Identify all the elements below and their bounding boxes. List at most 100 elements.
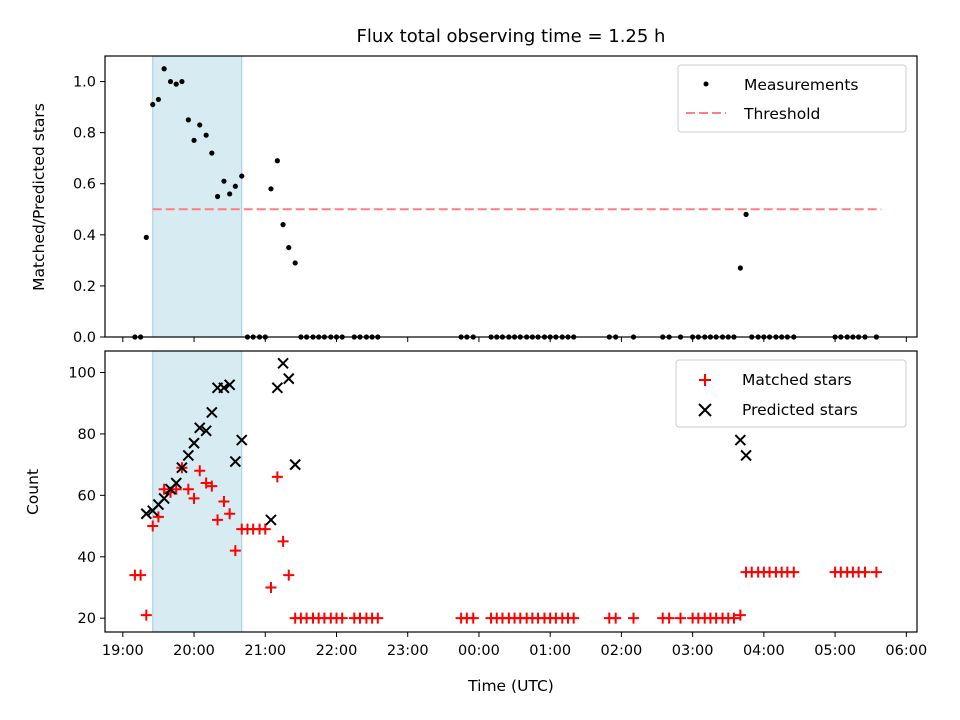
bottom-panel: 20 40 60 80 100 19:00 20:00 21:00 22:00 23:00 00:… <box>24 350 927 695</box>
bottom-y-axis-label: Count <box>24 469 42 515</box>
top-x-axis-ticks <box>122 337 907 342</box>
measurements-point <box>203 132 209 138</box>
matched-stars-point <box>467 612 479 624</box>
predicted-stars-point <box>740 449 752 462</box>
count-series <box>129 357 882 624</box>
x-tick-label: 22:00 <box>316 643 358 659</box>
predicted-stars-point <box>218 382 230 394</box>
legend-measurements-label: Measurements <box>744 76 859 94</box>
legend-predicted-marker <box>698 403 712 417</box>
measurements-point <box>155 96 162 103</box>
measurements-point <box>239 173 245 179</box>
matched-stars-point <box>675 612 687 624</box>
measurements-point <box>143 234 149 240</box>
measurements-point <box>161 66 167 72</box>
matched-stars-point <box>372 612 384 624</box>
top-legend-box <box>677 64 907 133</box>
x-tick-label: 00:00 <box>458 643 500 659</box>
predicted-stars-point <box>194 422 206 434</box>
legend-predicted-label: Predicted stars <box>742 401 858 419</box>
predicted-stars-point <box>158 492 170 505</box>
matched-stars-point <box>728 612 740 624</box>
y-tick-label: 1.0 <box>73 75 96 91</box>
bottom-plot-frame <box>104 350 918 633</box>
predicted-stars-point <box>170 477 182 489</box>
x-tick-label: 01:00 <box>529 643 571 659</box>
x-tick-label: 05:00 <box>814 643 856 659</box>
predicted-stars-point <box>236 434 248 446</box>
bottom-y-axis-ticks: 20 40 60 80 100 <box>68 365 105 627</box>
top-y-axis-label: Matched/Predicted stars <box>30 103 48 291</box>
x-tick-label: 21:00 <box>244 643 286 659</box>
bottom-legend-box <box>675 359 907 428</box>
y-tick-label: 0.2 <box>73 279 96 295</box>
y-tick-label: 0.0 <box>73 330 96 346</box>
matched-stars-point <box>336 612 348 624</box>
y-tick-label: 0.8 <box>73 126 96 142</box>
measurements-point <box>185 117 191 123</box>
predicted-stars-point <box>200 425 212 437</box>
bottom-x-axis-ticks: 19:00 20:00 21:00 22:00 23:00 00:00 01:00 02:00… <box>102 632 927 659</box>
matched-stars-point <box>182 483 194 495</box>
top-plot-frame <box>104 55 918 338</box>
measurements-point <box>286 244 292 251</box>
matched-stars-point <box>224 508 236 520</box>
top-legend: Measurements Threshold <box>677 64 907 133</box>
y-tick-label: 20 <box>78 611 96 627</box>
predicted-stars-point <box>283 372 295 385</box>
measurements-point <box>191 137 197 143</box>
measurements-point <box>274 158 280 164</box>
matched-stars-point <box>283 569 295 581</box>
measurements-point <box>743 211 749 217</box>
matched-stars-point <box>135 569 147 581</box>
predicted-stars-point <box>734 434 747 446</box>
legend-threshold-label: Threshold <box>743 105 820 123</box>
x-axis-label: Time (UTC) <box>467 677 554 695</box>
measurements-point <box>214 193 221 200</box>
top-y-axis-ticks: 0.0 0.2 0.4 0.6 0.8 1.0 <box>73 75 105 346</box>
matched-stars-point <box>568 612 580 624</box>
predicted-stars-point <box>289 458 301 471</box>
matched-stars-point <box>859 566 871 578</box>
measurements-point <box>232 183 238 189</box>
predicted-stars-point <box>206 406 218 419</box>
y-tick-label: 100 <box>68 365 96 381</box>
matched-stars-point <box>277 535 289 547</box>
measurements-point <box>268 186 274 192</box>
matched-stars-point <box>140 609 152 621</box>
predicted-stars-point <box>271 382 284 394</box>
measurements-point <box>179 78 185 85</box>
y-tick-label: 80 <box>78 427 96 443</box>
measurements-point <box>221 178 227 184</box>
predicted-stars-point <box>229 455 242 468</box>
matched-stars-point <box>218 495 230 507</box>
matched-stars-point <box>194 465 206 477</box>
matched-stars-point <box>212 514 224 526</box>
matched-stars-point <box>265 581 277 593</box>
matched-stars-point <box>229 545 241 557</box>
legend-measurements-marker <box>703 81 709 87</box>
x-tick-label: 20:00 <box>173 643 215 659</box>
predicted-stars-point <box>277 357 289 369</box>
matched-stars-point <box>206 480 218 492</box>
matched-stars-point <box>663 612 675 624</box>
chart-title: Flux total observing time = 1.25 h <box>357 26 666 47</box>
measurements-point <box>227 191 233 197</box>
measurements-point <box>150 101 156 108</box>
measurements-point <box>737 265 743 271</box>
measurements-point <box>197 122 203 128</box>
matched-stars-point <box>610 612 622 624</box>
x-tick-label: 03:00 <box>672 643 714 659</box>
y-tick-label: 40 <box>78 550 96 566</box>
x-tick-label: 19:00 <box>102 643 144 659</box>
measurements-point <box>292 260 298 266</box>
bottom-legend: Matched stars Predicted stars <box>675 359 907 428</box>
predicted-stars-point <box>140 508 153 520</box>
x-tick-label: 23:00 <box>387 643 429 659</box>
matched-stars-point <box>734 609 746 621</box>
matched-stars-point <box>259 523 271 535</box>
x-tick-label: 06:00 <box>885 643 927 659</box>
matched-stars-point <box>271 471 283 483</box>
legend-matched-marker <box>699 374 711 386</box>
